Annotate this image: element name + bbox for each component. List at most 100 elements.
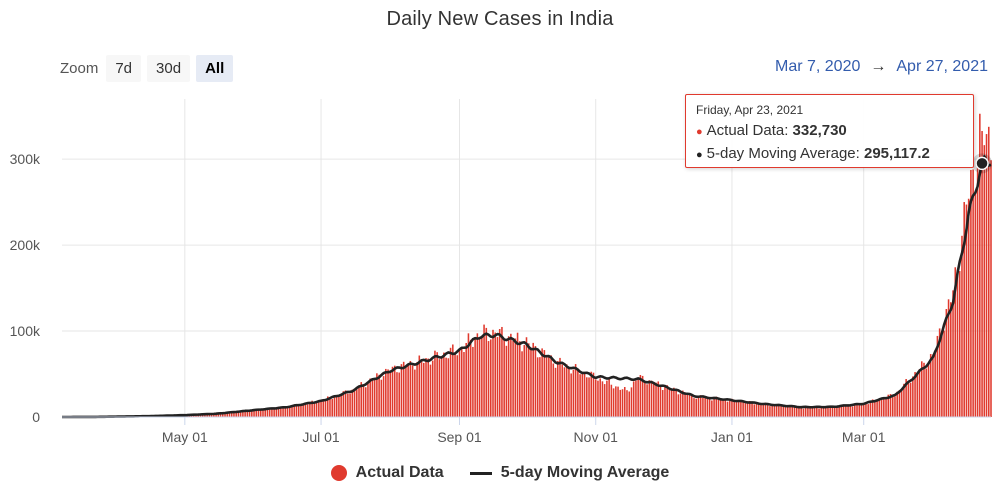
bar bbox=[483, 324, 485, 417]
bar bbox=[297, 405, 300, 417]
bar bbox=[344, 390, 347, 417]
bar bbox=[771, 405, 773, 417]
legend-item-actual-data[interactable]: Actual Data bbox=[330, 464, 444, 482]
bar bbox=[407, 365, 409, 417]
bar bbox=[356, 389, 358, 417]
bar bbox=[880, 398, 883, 417]
bar bbox=[487, 341, 490, 417]
bar bbox=[896, 391, 898, 417]
bar bbox=[342, 391, 345, 417]
bar bbox=[313, 402, 316, 417]
bar bbox=[802, 408, 805, 417]
bar bbox=[778, 405, 780, 417]
bar bbox=[909, 382, 912, 417]
bar bbox=[769, 406, 771, 417]
range-start-date[interactable]: Mar 7, 2020 bbox=[774, 58, 861, 75]
bar bbox=[724, 399, 727, 417]
bar bbox=[699, 395, 702, 417]
bar bbox=[385, 368, 387, 417]
x-tick-label: Jul 01 bbox=[302, 429, 340, 445]
bar bbox=[255, 410, 258, 417]
bar bbox=[574, 364, 577, 417]
bar bbox=[577, 368, 579, 417]
bar bbox=[900, 389, 903, 417]
bar bbox=[326, 396, 329, 417]
bar bbox=[389, 371, 392, 417]
bar bbox=[295, 404, 298, 417]
bar bbox=[331, 399, 333, 417]
bar bbox=[860, 405, 863, 417]
bar bbox=[862, 403, 865, 417]
bar bbox=[496, 337, 499, 417]
chart-title: Daily New Cases in India bbox=[386, 8, 614, 30]
bar bbox=[561, 364, 564, 417]
bar bbox=[485, 327, 488, 417]
zoom-30d-button[interactable]: 30d bbox=[147, 55, 191, 82]
bar bbox=[869, 402, 872, 417]
bar bbox=[965, 204, 968, 417]
bar bbox=[409, 360, 412, 417]
bar bbox=[507, 336, 510, 417]
bar bbox=[376, 373, 378, 417]
bar bbox=[532, 342, 534, 417]
tooltip-actual-label: Actual Data: bbox=[706, 122, 793, 139]
bar bbox=[454, 353, 456, 417]
bar bbox=[845, 405, 847, 417]
bar bbox=[782, 405, 785, 417]
bar bbox=[347, 393, 349, 417]
bar bbox=[829, 406, 831, 417]
bar bbox=[653, 384, 655, 417]
bar bbox=[858, 404, 861, 417]
bar bbox=[550, 355, 552, 417]
bar bbox=[695, 398, 697, 417]
bar bbox=[644, 382, 646, 417]
bar bbox=[447, 358, 450, 417]
bar bbox=[612, 388, 615, 417]
bar bbox=[617, 386, 619, 417]
bar bbox=[697, 395, 700, 417]
bar bbox=[416, 362, 418, 417]
bar bbox=[907, 381, 910, 417]
bar bbox=[731, 398, 733, 417]
zoom-bar: Zoom 7d 30d All bbox=[60, 55, 234, 82]
bar bbox=[309, 402, 311, 417]
bar bbox=[809, 407, 811, 417]
bar bbox=[233, 411, 235, 417]
bar bbox=[268, 408, 271, 417]
bar bbox=[293, 404, 296, 417]
bar bbox=[804, 407, 807, 417]
bar bbox=[501, 326, 503, 417]
bar bbox=[353, 388, 356, 417]
bar bbox=[465, 342, 467, 417]
bar bbox=[650, 380, 653, 417]
bar bbox=[568, 367, 570, 417]
range-end-date[interactable]: Apr 27, 2021 bbox=[896, 58, 988, 75]
bar bbox=[961, 235, 963, 417]
bar bbox=[436, 352, 438, 417]
bar bbox=[289, 407, 291, 417]
bar bbox=[362, 385, 365, 417]
bar bbox=[393, 365, 396, 417]
bar bbox=[516, 332, 519, 417]
bar bbox=[679, 393, 682, 417]
range-arrow-icon: → bbox=[870, 58, 887, 75]
bar bbox=[610, 384, 613, 417]
bar bbox=[259, 409, 262, 417]
bar bbox=[329, 397, 331, 417]
zoom-7d-button[interactable]: 7d bbox=[106, 55, 142, 82]
legend-item-moving-average[interactable]: 5-day Moving Average bbox=[469, 464, 669, 482]
bar bbox=[632, 381, 635, 417]
zoom-all-button[interactable]: All bbox=[196, 55, 234, 82]
bar bbox=[677, 394, 680, 417]
bar bbox=[280, 407, 282, 417]
bar bbox=[563, 367, 566, 417]
bar bbox=[545, 357, 548, 417]
bar bbox=[253, 409, 255, 417]
bar bbox=[541, 348, 543, 417]
bar bbox=[271, 408, 273, 417]
bar bbox=[831, 406, 834, 417]
bar bbox=[682, 390, 684, 417]
bar bbox=[599, 378, 601, 417]
bar bbox=[878, 399, 881, 417]
